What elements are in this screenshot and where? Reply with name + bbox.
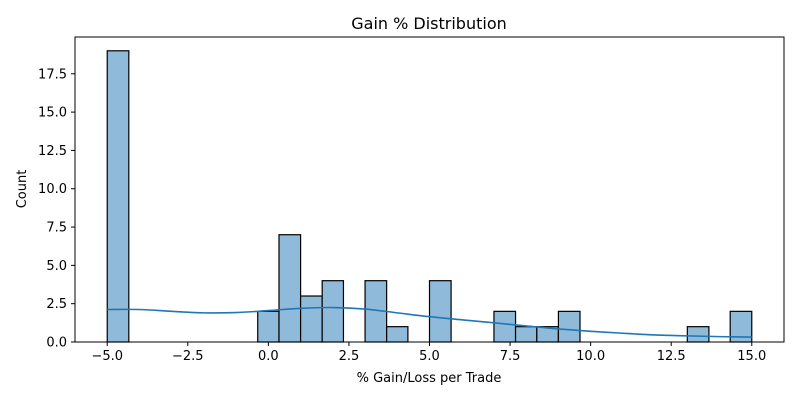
y-tick-label: 5.0 — [46, 259, 67, 274]
x-tick-label: 5.0 — [419, 349, 440, 364]
histogram-bar-7 — [428, 280, 452, 343]
x-tick-label: 0.0 — [258, 349, 279, 364]
histogram-bar-3 — [299, 295, 323, 343]
y-axis-label: Count — [15, 170, 30, 209]
histogram-bar-11 — [557, 310, 581, 343]
kde-line — [107, 306, 752, 338]
kde-layer — [107, 306, 752, 338]
histogram-bar-6 — [386, 326, 409, 343]
x-tick-label: 2.5 — [339, 349, 360, 364]
x-tick-label: 7.5 — [500, 349, 521, 364]
x-tick-label: −2.5 — [172, 349, 204, 364]
histogram-bar-0 — [106, 50, 130, 343]
histogram-bar-8 — [493, 310, 517, 343]
x-axis-label: % Gain/Loss per Trade — [357, 371, 502, 386]
histogram-bar-4 — [321, 280, 345, 343]
y-tick-label: 17.5 — [38, 67, 67, 82]
histogram-bar-2 — [278, 234, 302, 343]
y-tick-label: 2.5 — [46, 297, 67, 312]
y-tick-label: 15.0 — [38, 106, 67, 121]
x-tick-label: 10.0 — [576, 349, 605, 364]
y-tick-label: 0.0 — [46, 336, 67, 351]
x-ticks: −5.0 −2.5 0.0 2.5 5.0 7.5 10.0 12.5 15.0 — [91, 342, 766, 364]
y-tick-label: 10.0 — [38, 182, 67, 197]
histogram-bar-9 — [514, 326, 538, 343]
x-tick-label: 15.0 — [737, 349, 766, 364]
chart-title: Gain % Distribution — [351, 14, 507, 33]
x-tick-label: 12.5 — [657, 349, 686, 364]
y-ticks: 0.0 2.5 5.0 7.5 10.0 12.5 15.0 17.5 — [38, 67, 75, 351]
x-tick-label: −5.0 — [91, 349, 123, 364]
y-tick-label: 12.5 — [38, 144, 67, 159]
histogram-bar-1 — [257, 310, 280, 343]
histogram-bar-12 — [686, 326, 710, 343]
y-tick-label: 7.5 — [46, 221, 67, 236]
bars-layer — [106, 50, 753, 343]
